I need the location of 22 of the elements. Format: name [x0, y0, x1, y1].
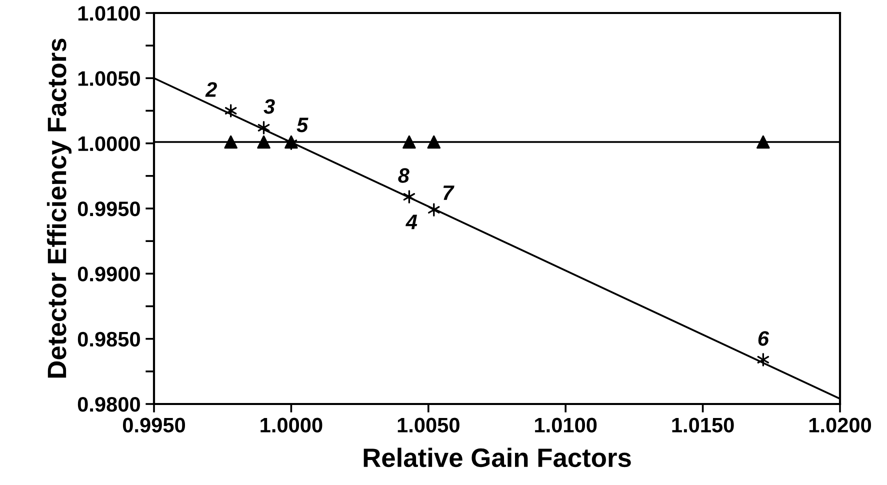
annotation: 5: [296, 118, 308, 132]
annotation: 7: [443, 186, 454, 200]
y-tick-label: 0.9950: [78, 202, 140, 216]
x-axis-title: Relative Gain Factors: [364, 448, 631, 468]
x-tick-label: 1.0050: [398, 418, 460, 432]
y-tick-label: 1.0100: [78, 6, 140, 21]
y-tick-label: 0.9850: [78, 332, 140, 347]
annotation: 6: [758, 331, 770, 346]
y-axis-title: Detector Efficiency Factors: [46, 38, 72, 378]
y-tick-label: 0.9900: [78, 266, 140, 282]
annotation: 2: [205, 82, 217, 97]
y-tick-label: 1.0000: [78, 136, 140, 152]
annotation: 8: [398, 168, 410, 183]
y-tick-label: 0.9800: [78, 397, 140, 412]
x-tick-label: 1.0150: [672, 418, 734, 432]
x-tick-label: 1.0200: [809, 418, 872, 432]
annotation: 4: [406, 214, 418, 230]
y-tick-label: 1.0050: [78, 71, 140, 86]
x-tick-label: 1.0000: [260, 418, 322, 432]
annotation: 3: [264, 99, 275, 114]
x-tick-label: 1.0100: [535, 418, 597, 432]
x-tick-label: 0.9950: [122, 418, 186, 432]
